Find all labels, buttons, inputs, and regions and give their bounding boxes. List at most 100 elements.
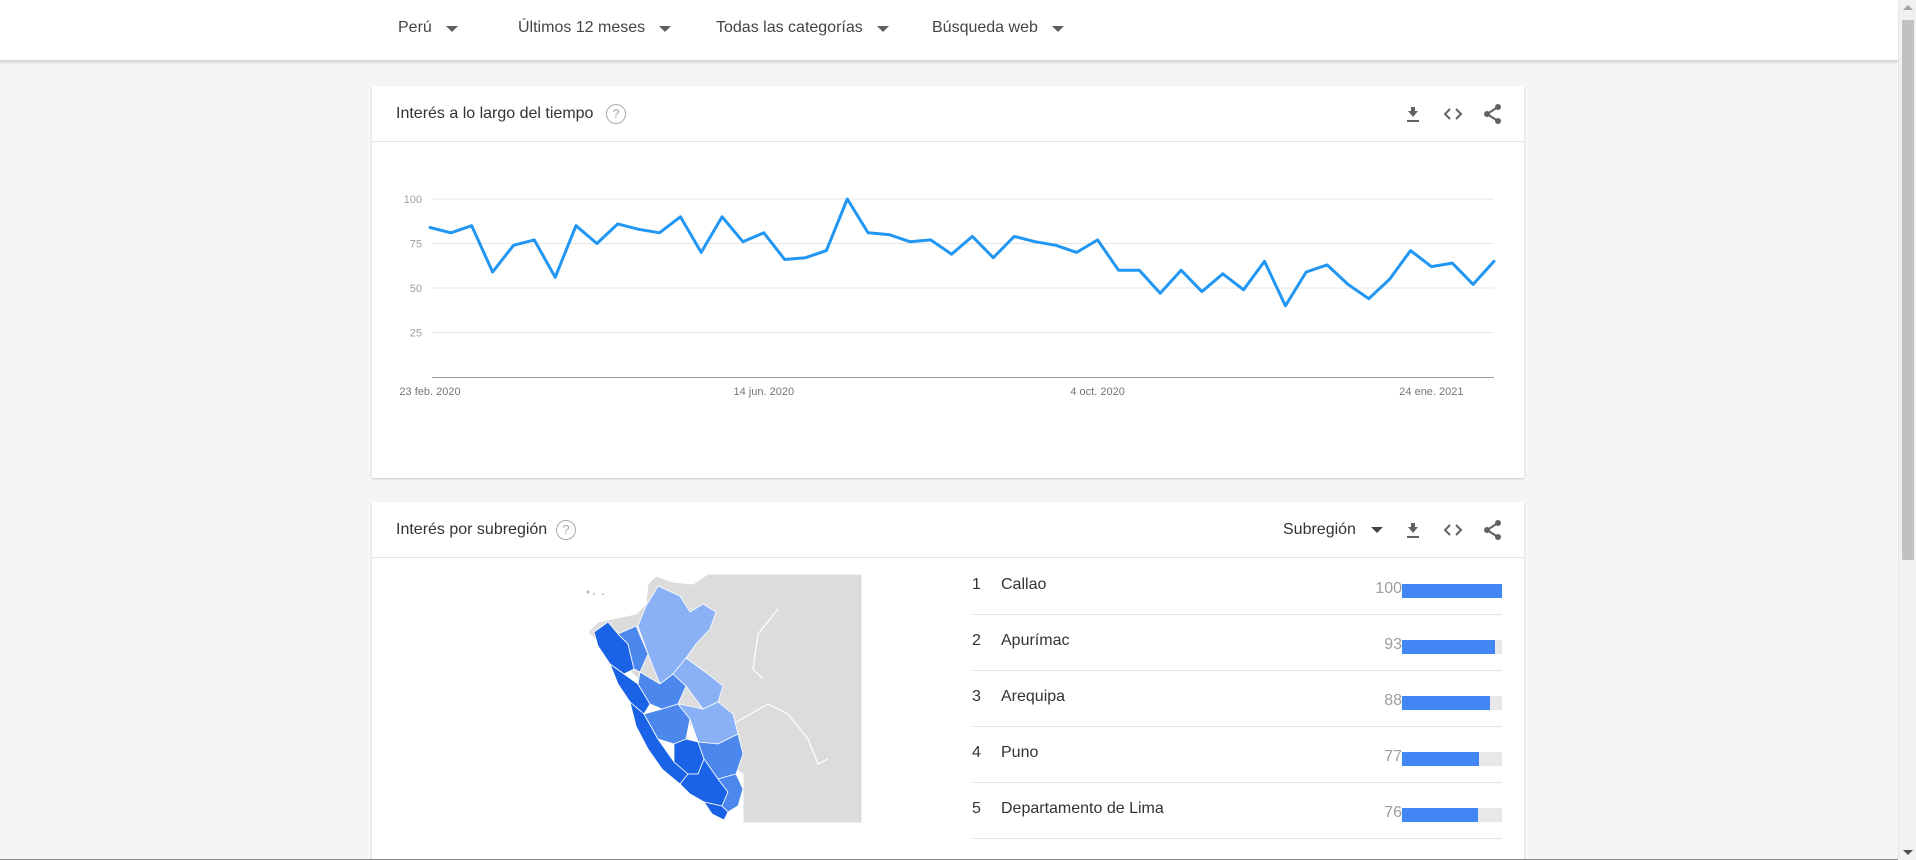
- share-icon[interactable]: [1481, 102, 1505, 126]
- download-icon[interactable]: [1401, 102, 1425, 126]
- data-point: [677, 214, 683, 220]
- region-name: Arequipa: [1001, 688, 1066, 705]
- data-point: [1491, 258, 1497, 264]
- peru-region-map[interactable]: [578, 574, 862, 823]
- data-point: [469, 223, 475, 229]
- data-point: [1408, 248, 1414, 254]
- embed-icon[interactable]: [1441, 102, 1465, 126]
- region-rank: 2: [972, 632, 981, 649]
- help-icon[interactable]: ?: [606, 104, 626, 124]
- data-point: [594, 241, 600, 247]
- data-point: [1032, 239, 1038, 245]
- data-point: [865, 230, 871, 236]
- data-point: [886, 232, 892, 238]
- filter-bar: Perú Últimos 12 meses Todas las categorí…: [0, 0, 1898, 61]
- search-type-filter[interactable]: Búsqueda web: [932, 19, 1064, 37]
- region-row[interactable]: 2 Apurímac 93: [972, 615, 1502, 671]
- embed-icon[interactable]: [1441, 518, 1465, 542]
- region-rank: 4: [972, 744, 981, 761]
- series-line: [428, 197, 1496, 308]
- resolution-dropdown[interactable]: Subregión: [1283, 521, 1383, 539]
- region-value: 77: [1384, 748, 1402, 765]
- region-rank: 5: [972, 800, 981, 817]
- region-rank: 1: [972, 576, 981, 593]
- data-point: [448, 230, 454, 236]
- region-value: 93: [1384, 636, 1402, 653]
- data-point: [740, 239, 746, 245]
- region-bar-fill: [1402, 696, 1490, 710]
- data-point: [490, 269, 496, 275]
- download-icon[interactable]: [1401, 518, 1425, 542]
- region-row[interactable]: 1 Callao 100: [972, 559, 1502, 615]
- region-row[interactable]: 5 Departamento de Lima 76: [972, 783, 1502, 839]
- interest-line-chart[interactable]: 25 50 75 100 23 feb. 2020 14 jun. 2020 4 oct. …: [372, 143, 1524, 473]
- data-point: [1074, 249, 1080, 255]
- data-point: [510, 242, 516, 248]
- region-row[interactable]: 4 Puno 77: [972, 727, 1502, 783]
- data-point: [1262, 258, 1268, 264]
- data-point: [531, 237, 537, 243]
- region-value: 100: [1375, 580, 1402, 597]
- data-point: [1136, 267, 1142, 273]
- data-point: [1115, 267, 1121, 273]
- period-filter-label: Últimos 12 meses: [518, 19, 646, 36]
- data-point: [1178, 267, 1184, 273]
- region-bar-fill: [1402, 752, 1479, 766]
- x-tick-label: 14 jun. 2020: [734, 386, 795, 398]
- share-icon[interactable]: [1481, 518, 1505, 542]
- caret-down-icon: [1370, 527, 1383, 533]
- region-bar: [1402, 584, 1502, 598]
- data-point: [1282, 303, 1288, 309]
- data-point: [1324, 262, 1330, 268]
- region-name: Callao: [1001, 576, 1047, 593]
- period-filter[interactable]: Últimos 12 meses: [518, 19, 672, 37]
- data-point: [615, 221, 621, 227]
- data-point: [761, 230, 767, 236]
- data-point: [949, 251, 955, 257]
- data-point: [928, 237, 934, 243]
- category-filter[interactable]: Todas las categorías: [716, 19, 889, 37]
- y-tick-label: 100: [404, 194, 422, 206]
- caret-down-icon: [659, 25, 672, 32]
- y-tick-label: 50: [410, 283, 422, 295]
- scroll-down-arrow-icon[interactable]: [1903, 850, 1913, 855]
- data-point: [907, 239, 913, 245]
- data-point: [1220, 271, 1226, 277]
- country-filter[interactable]: Perú: [398, 19, 458, 37]
- x-tick-label: 23 feb. 2020: [399, 386, 460, 398]
- category-filter-label: Todas las categorías: [716, 19, 863, 36]
- region-name: Puno: [1001, 744, 1039, 761]
- page-scrollbar[interactable]: [1898, 0, 1916, 860]
- data-point: [1470, 281, 1476, 287]
- data-point: [427, 224, 433, 230]
- search-type-filter-label: Búsqueda web: [932, 19, 1038, 36]
- data-point: [1241, 287, 1247, 293]
- region-row[interactable]: 3 Arequipa 88: [972, 671, 1502, 727]
- card-header: Interés por subregión ? Subregión: [372, 502, 1524, 558]
- help-icon[interactable]: ?: [556, 520, 576, 540]
- x-tick-label: 24 ene. 2021: [1399, 386, 1463, 398]
- resolution-dropdown-label: Subregión: [1283, 521, 1356, 538]
- data-point: [1303, 269, 1309, 275]
- data-point: [803, 255, 809, 261]
- region-rank: 3: [972, 688, 981, 705]
- region-bar-fill: [1402, 640, 1495, 654]
- data-point: [656, 230, 662, 236]
- data-point: [1387, 276, 1393, 282]
- data-point: [1428, 264, 1434, 270]
- region-value: 76: [1384, 804, 1402, 821]
- data-point: [823, 248, 829, 254]
- caret-down-icon: [1051, 25, 1064, 32]
- data-point: [1157, 290, 1163, 296]
- caret-down-icon: [445, 25, 458, 32]
- region-bar: [1402, 808, 1502, 822]
- card-header: Interés a lo largo del tiempo ?: [372, 86, 1524, 142]
- data-point: [1199, 289, 1205, 295]
- y-tick-label: 25: [410, 328, 422, 340]
- scroll-thumb[interactable]: [1902, 20, 1914, 560]
- region-bar: [1402, 696, 1502, 710]
- scroll-up-arrow-icon[interactable]: [1903, 5, 1913, 10]
- data-point: [1011, 233, 1017, 239]
- card-title: Interés a lo largo del tiempo: [396, 105, 594, 122]
- data-point: [782, 257, 788, 263]
